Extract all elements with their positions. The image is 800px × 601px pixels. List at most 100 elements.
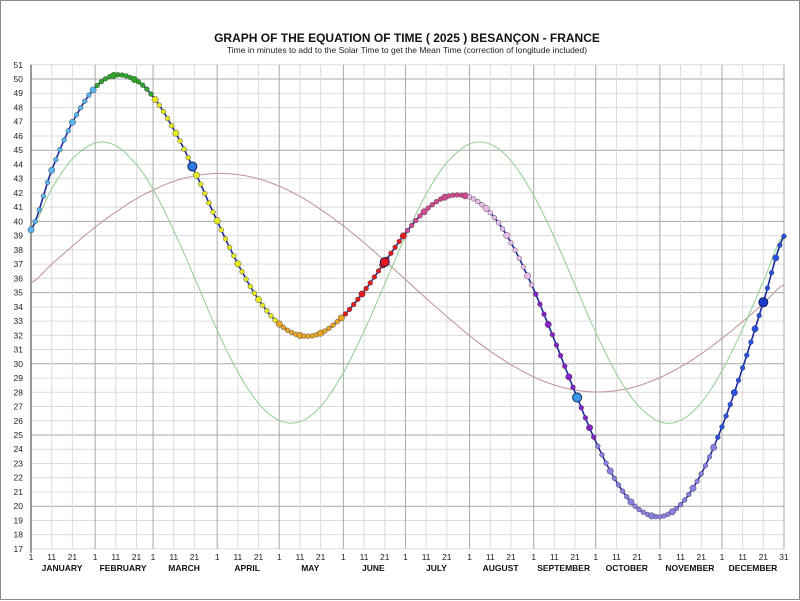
daily-point	[768, 270, 775, 276]
month-label: MARCH	[168, 563, 200, 573]
daily-point	[751, 325, 759, 333]
x-tick-label: 11	[169, 552, 178, 562]
daily-point	[627, 498, 635, 506]
y-tick-label: 19	[14, 515, 24, 525]
x-tick-label: 11	[422, 552, 431, 562]
daily-point	[781, 233, 787, 239]
daily-point	[508, 240, 514, 246]
x-tick-label: 11	[612, 552, 621, 562]
daily-point	[570, 384, 576, 390]
daily-point	[89, 86, 97, 94]
x-tick-label: 1	[593, 552, 598, 562]
x-tick-label: 1	[658, 552, 663, 562]
y-tick-label: 50	[14, 74, 24, 84]
equation-of-time-curve	[30, 74, 785, 518]
daily-point	[243, 276, 249, 282]
x-tick-label: 21	[316, 552, 326, 562]
daily-point	[388, 250, 394, 256]
y-tick-label: 31	[14, 345, 24, 355]
month-label: AUGUST	[483, 563, 520, 573]
x-tick-label: 1	[277, 552, 282, 562]
y-tick-label: 36	[14, 273, 24, 283]
daily-point	[524, 272, 531, 280]
daily-point	[562, 363, 568, 369]
daily-point	[255, 296, 262, 303]
x-tick-label: 1	[403, 552, 408, 562]
daily-point	[744, 352, 750, 358]
y-tick-label: 30	[14, 359, 24, 369]
y-tick-label: 41	[14, 202, 24, 212]
daily-point	[503, 232, 511, 239]
month-label: DECEMBER	[729, 563, 778, 573]
daily-point	[160, 109, 166, 115]
daily-point	[615, 482, 622, 488]
daily-point	[624, 494, 630, 500]
y-tick-label: 26	[14, 416, 24, 426]
x-tick-label: 21	[632, 552, 642, 562]
x-tick-label: 21	[68, 552, 78, 562]
daily-point	[346, 306, 353, 312]
daily-point	[40, 193, 47, 199]
daily-point	[164, 115, 171, 122]
daily-point	[169, 123, 175, 129]
y-tick-label: 27	[14, 402, 24, 412]
x-tick-label: 11	[111, 552, 120, 562]
season-marker	[758, 297, 769, 308]
daily-point	[198, 181, 204, 187]
x-tick-label: 31	[779, 552, 789, 562]
daily-point	[673, 505, 680, 512]
daily-point	[280, 324, 286, 331]
daily-point	[702, 463, 708, 469]
daily-point	[606, 467, 614, 475]
x-tick-label: 21	[380, 552, 390, 562]
y-tick-label: 17	[14, 544, 24, 554]
daily-point	[78, 105, 84, 111]
daily-point	[44, 179, 51, 185]
month-label: NOVEMBER	[665, 563, 714, 573]
daily-point	[772, 254, 780, 262]
daily-point	[723, 413, 729, 419]
daily-point	[425, 205, 431, 211]
daily-point	[148, 91, 154, 97]
daily-point	[611, 475, 617, 481]
daily-point	[367, 280, 373, 286]
daily-point	[53, 157, 59, 163]
daily-point	[144, 86, 150, 92]
daily-point	[595, 443, 601, 449]
daily-point	[500, 226, 506, 232]
x-tick-label: 21	[759, 552, 769, 562]
daily-point	[86, 92, 92, 98]
x-tick-label: 11	[550, 552, 559, 562]
daily-point	[520, 264, 526, 270]
daily-point	[61, 137, 67, 143]
daily-point	[694, 478, 700, 484]
chart-subtitle: Time in minutes to add to the Solar Time…	[227, 45, 587, 55]
x-tick-label: 1	[215, 552, 220, 562]
daily-point	[193, 171, 200, 179]
daily-point	[210, 209, 216, 215]
daily-point	[591, 434, 597, 440]
daily-point	[363, 285, 369, 292]
daily-point	[433, 199, 440, 205]
daily-point	[231, 253, 237, 259]
daily-point	[36, 207, 42, 213]
y-tick-label: 34	[14, 302, 24, 312]
daily-point	[710, 443, 718, 451]
daily-point	[351, 301, 357, 308]
daily-point	[32, 218, 38, 225]
y-tick-label: 18	[14, 530, 24, 540]
daily-point	[399, 232, 407, 240]
daily-point	[330, 322, 336, 328]
daily-point	[334, 319, 340, 325]
daily-point	[719, 424, 725, 430]
daily-point	[206, 200, 212, 206]
x-tick-label: 21	[254, 552, 264, 562]
x-tick-label: 21	[697, 552, 707, 562]
daily-point	[582, 415, 589, 421]
daily-point	[599, 452, 605, 458]
x-tick-label: 11	[233, 552, 242, 562]
daily-point	[65, 128, 71, 134]
y-tick-label: 45	[14, 145, 24, 155]
